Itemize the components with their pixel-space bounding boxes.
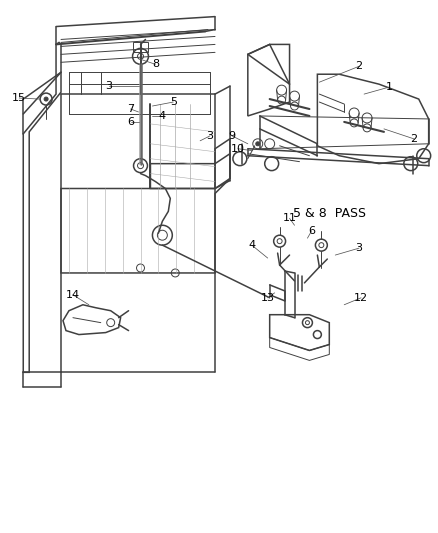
Text: 2: 2 (409, 134, 417, 144)
Text: 8: 8 (152, 59, 159, 69)
Text: 10: 10 (230, 144, 244, 154)
Text: 11: 11 (282, 213, 296, 223)
Text: 4: 4 (247, 240, 255, 250)
Text: 4: 4 (159, 111, 166, 121)
Text: 5: 5 (170, 97, 177, 107)
Text: 3: 3 (206, 131, 213, 141)
Text: 1: 1 (385, 82, 392, 92)
Text: 6: 6 (307, 226, 314, 236)
Text: 7: 7 (127, 104, 134, 114)
Text: 12: 12 (353, 293, 367, 303)
Text: 3: 3 (355, 243, 362, 253)
Text: 14: 14 (66, 290, 80, 300)
Text: 6: 6 (127, 117, 134, 127)
Circle shape (255, 142, 259, 146)
Text: 3: 3 (105, 81, 112, 91)
Text: 2: 2 (355, 61, 362, 71)
Text: 15: 15 (12, 93, 26, 103)
Circle shape (44, 97, 48, 101)
Text: 5 & 8  PASS: 5 & 8 PASS (292, 207, 365, 220)
Text: 13: 13 (260, 293, 274, 303)
Text: 9: 9 (228, 131, 235, 141)
